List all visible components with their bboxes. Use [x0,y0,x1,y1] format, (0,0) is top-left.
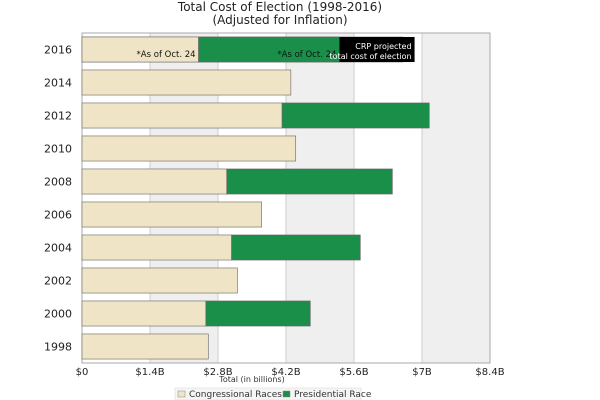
x-tick-label: $4.2B [271,367,300,378]
y-tick-label: 2012 [44,110,72,123]
plot-frame [81,32,491,364]
bar-congressional [81,267,238,294]
x-tick-label: $7B [412,367,432,378]
y-tick-label: 2000 [44,308,72,321]
x-tick-labels: $0 $1.4B $2.8B $4.2B $5.6B $7B $8.4B [76,367,505,378]
x-tick-label: $2.8B [203,367,232,378]
legend-swatch [282,390,291,398]
chart-title: Total Cost of Election (1998-2016) [177,0,382,14]
y-tick-label: 2014 [44,77,72,90]
y-tick-label: 2016 [44,44,72,57]
annotation-label: *As of Oct. 24 [277,50,336,60]
callout-box [339,36,415,63]
y-tick-labels: 2016 2014 2012 2010 2008 2006 2004 2002 2000 1998 [44,44,72,354]
bar-congressional [81,201,263,228]
legend-label: Congressional Races [189,390,282,400]
chart-subtitle: (Adjusted for Inflation) [212,13,347,27]
bar-congressional [81,36,199,63]
bar-congressional [81,333,209,360]
bar-presidential [231,234,361,261]
y-tick-label: 2008 [44,176,72,189]
bar-presidential [205,300,311,327]
y-tick-label: 2004 [44,242,72,255]
background-band [422,33,490,363]
x-tick-label: $8.4B [475,367,504,378]
y-tick-label: 2010 [44,143,72,156]
background-band [354,33,422,363]
bar-congressional [81,102,283,129]
x-tick-label: $5.6B [339,367,368,378]
bar-congressional [81,300,207,327]
legend-box [174,387,362,400]
bar-congressional [81,135,297,162]
bar-presidential [226,168,393,195]
y-tick-label: 2006 [44,209,72,222]
annotations: *As of Oct. 24 *As of Oct. 24 [137,50,337,60]
legend-swatch [177,390,186,398]
annotation-label: *As of Oct. 24 [137,50,196,60]
callout-label: CRP projected [355,42,411,51]
x-tick-label: $1.4B [135,367,164,378]
bar-congressional [81,168,228,195]
x-tick-label: $0 [76,367,89,378]
bar-presidential [281,102,430,129]
x-axis-label: Total (in billions) [218,375,284,384]
bar-presidential [198,36,340,63]
y-tick-label: 1998 [44,341,72,354]
bar-congressional [81,69,292,96]
y-tick-label: 2002 [44,275,72,288]
legend-label: Presidential Race [294,390,372,400]
legend: Congressional Races Presidential Race [174,387,372,400]
bar-congressional [81,234,232,261]
callout-label: total cost of election [330,52,412,61]
